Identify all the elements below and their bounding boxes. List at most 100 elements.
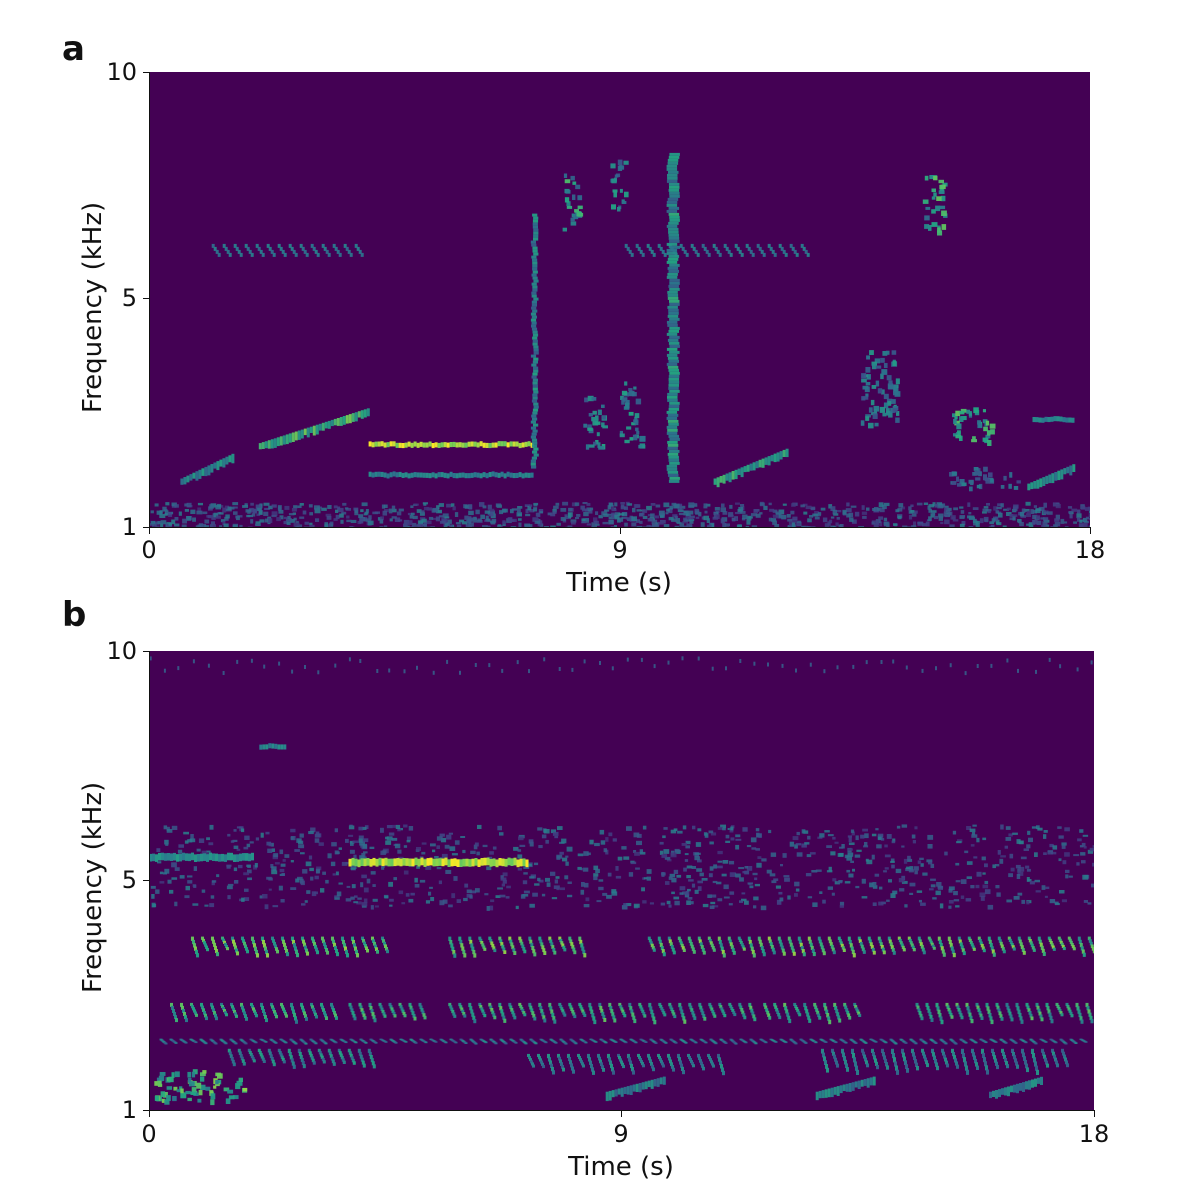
spectrogram-energy: [840, 524, 844, 527]
spectrogram-energy: [361, 502, 368, 507]
spectrogram-energy: [311, 936, 314, 941]
spectrogram-energy: [215, 515, 221, 519]
spectrogram-energy: [338, 882, 343, 885]
spectrogram-energy: [984, 477, 989, 482]
spectrogram-energy: [562, 857, 568, 862]
spectrogram-energy: [729, 872, 735, 877]
spectrogram-energy: [149, 656, 152, 661]
spectrogram-energy: [560, 1007, 564, 1011]
spectrogram-energy: [233, 880, 238, 884]
spectrogram-energy: [560, 1062, 563, 1066]
spectrogram-energy: [1013, 486, 1019, 490]
spectrogram-energy: [879, 507, 885, 513]
spectrogram-energy: [647, 518, 653, 522]
spectrogram-energy: [706, 518, 710, 523]
spectrogram-energy: [389, 904, 393, 907]
spectrogram-energy: [856, 849, 862, 852]
spectrogram-energy: [862, 828, 868, 832]
spectrogram-energy: [993, 506, 998, 511]
spectrogram-energy: [254, 863, 258, 868]
spectrogram-energy: [668, 206, 680, 210]
spectrogram-energy: [764, 1041, 768, 1044]
spectrogram-energy: [948, 900, 954, 904]
spectrogram-energy: [990, 946, 994, 951]
spectrogram-energy: [206, 854, 209, 862]
spectrogram-energy: [1029, 881, 1035, 885]
spectrogram-energy: [239, 524, 243, 527]
spectrogram-energy: [954, 416, 958, 420]
spectrogram-energy: [638, 444, 643, 449]
spectrogram-energy: [512, 473, 516, 479]
spectrogram-energy: [660, 515, 664, 518]
spectrogram-energy: [546, 882, 551, 887]
spectrogram-energy: [994, 1041, 998, 1043]
spectrogram-energy: [631, 422, 636, 426]
spectrogram-energy: [899, 941, 903, 945]
spectrogram-energy: [325, 1016, 328, 1020]
spectrogram-energy: [530, 942, 534, 947]
spectrogram-energy: [223, 1009, 226, 1013]
spectrogram-energy: [896, 1069, 899, 1075]
spectrogram-energy: [405, 858, 409, 866]
spectrogram-energy: [1035, 1065, 1038, 1071]
spectrogram-energy: [773, 453, 777, 463]
spectrogram-energy: [936, 1006, 940, 1011]
x-tick-mark: [1090, 528, 1091, 534]
spectrogram-energy: [494, 1042, 498, 1045]
spectrogram-energy: [709, 1058, 712, 1062]
spectrogram-energy: [397, 849, 402, 854]
spectrogram-energy: [873, 405, 880, 412]
spectrogram-energy: [540, 1009, 544, 1014]
spectrogram-energy: [764, 457, 768, 465]
spectrogram-energy: [983, 426, 988, 432]
spectrogram-energy: [171, 825, 178, 830]
spectrogram-energy: [200, 1072, 206, 1077]
spectrogram-energy: [276, 949, 279, 954]
spectrogram-energy: [997, 936, 1001, 941]
spectrogram-energy: [642, 509, 648, 513]
spectrogram-energy: [228, 455, 232, 463]
spectrogram-energy: [351, 1011, 355, 1015]
spectrogram-energy: [186, 475, 190, 483]
spectrogram-energy: [972, 507, 979, 510]
spectrogram-energy: [1076, 513, 1082, 519]
spectrogram-energy: [456, 859, 460, 867]
spectrogram-energy: [1056, 1063, 1059, 1068]
spectrogram-energy: [483, 1014, 487, 1018]
spectrogram-energy: [529, 903, 535, 908]
spectrogram-energy: [633, 504, 639, 508]
spectrogram-energy: [792, 516, 798, 521]
spectrogram-energy: [530, 312, 537, 316]
spectrogram-energy: [1039, 1014, 1043, 1019]
spectrogram-energy: [275, 1014, 278, 1019]
spectrogram-energy: [282, 939, 285, 944]
spectrogram-energy: [1048, 657, 1051, 662]
spectrogram-energy: [734, 469, 738, 480]
spectrogram-energy: [349, 849, 355, 854]
spectrogram-energy: [157, 1080, 162, 1087]
spectrogram-energy: [832, 509, 837, 515]
spectrogram-energy: [669, 215, 680, 219]
spectrogram-energy: [979, 941, 983, 945]
spectrogram-energy: [533, 447, 539, 451]
spectrogram-energy: [363, 898, 368, 904]
panel-letter: b: [62, 595, 87, 635]
spectrogram-energy: [995, 1061, 998, 1066]
spectrogram-energy: [413, 1016, 417, 1021]
spectrogram-energy: [956, 1064, 959, 1069]
spectrogram-energy: [225, 1013, 228, 1017]
spectrogram-energy: [547, 1053, 550, 1059]
spectrogram-energy: [850, 829, 855, 833]
spectrogram-energy: [458, 442, 462, 448]
spectrogram-energy: [322, 1060, 326, 1064]
spectrogram-energy: [185, 885, 190, 891]
spectrogram-energy: [361, 902, 368, 907]
spectrogram-energy: [817, 1013, 821, 1018]
spectrogram-energy: [393, 1014, 397, 1018]
spectrogram-energy: [937, 885, 944, 889]
spectrogram-energy: [258, 1051, 262, 1055]
spectrogram-energy: [411, 522, 417, 527]
spectrogram-energy: [447, 859, 451, 867]
spectrogram-energy: [309, 522, 313, 526]
spectrogram-energy: [1036, 1069, 1039, 1075]
